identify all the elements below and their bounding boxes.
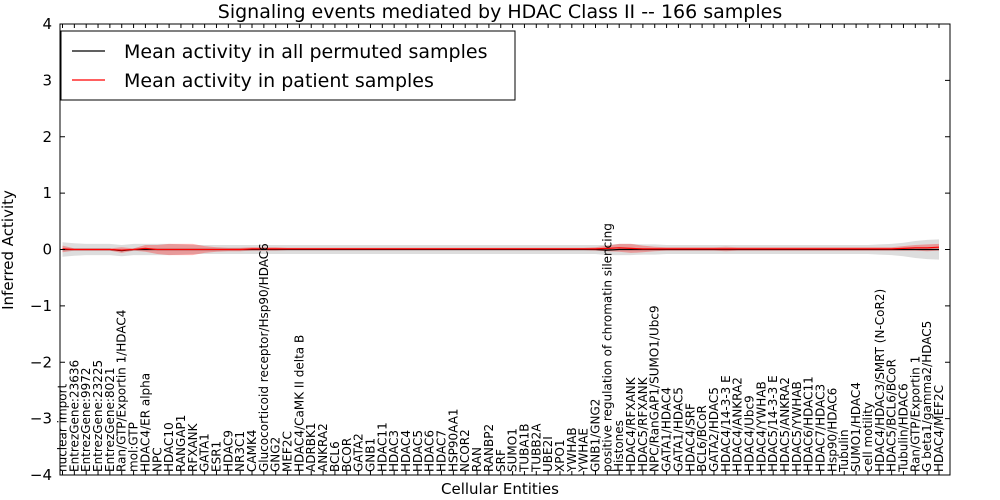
series-line-patient bbox=[62, 246, 940, 251]
x-tick-label: Hsp90/HDAC6 bbox=[825, 388, 839, 472]
y-tick-label: −1 bbox=[30, 297, 52, 315]
legend: Mean activity in all permuted samples Me… bbox=[60, 30, 516, 101]
x-tick-label: XPO1 bbox=[553, 439, 567, 472]
x-tick-label: RANBP2 bbox=[482, 424, 496, 472]
x-tick-label: YWHAB bbox=[565, 427, 579, 473]
x-tick-label: EntrezGene:9972 bbox=[79, 368, 93, 473]
x-tick-label: SUMO1 bbox=[506, 428, 520, 472]
y-tick-label: 2 bbox=[42, 128, 52, 146]
x-tick-label: SRF bbox=[494, 449, 508, 472]
legend-box bbox=[60, 30, 516, 101]
y-tick-label: 4 bbox=[42, 15, 52, 33]
x-tick-label: UBE2I bbox=[541, 436, 555, 472]
legend-label-permuted: Mean activity in all permuted samples bbox=[124, 41, 487, 63]
x-axis-label: Cellular Entities bbox=[441, 480, 559, 498]
x-tick-label: HSP90AA1 bbox=[446, 408, 460, 472]
x-tick-label: RANGAP1 bbox=[174, 415, 188, 472]
x-tick-label: HDAC7 bbox=[435, 430, 449, 472]
x-tick-label: EntrezGene:8021 bbox=[103, 368, 117, 473]
x-tick-label: HDAC6 bbox=[423, 430, 437, 472]
y-tick-label: −3 bbox=[30, 410, 52, 428]
x-tick-label: BCOR bbox=[340, 438, 354, 472]
x-tick-label: HDAC5/RFXANK bbox=[636, 376, 650, 472]
x-tick-label: HDAC4/YWHAB bbox=[754, 381, 768, 472]
x-tick-label: ADRBK1 bbox=[304, 422, 318, 472]
x-tick-label: RFXANK bbox=[186, 422, 200, 472]
x-tick-label: ESR1 bbox=[210, 441, 224, 472]
x-tick-label: NR3C1 bbox=[233, 431, 247, 472]
x-tick-label: BCL6 bbox=[328, 441, 342, 472]
x-tick-label: EntrezGene:23636 bbox=[67, 360, 81, 472]
x-tick-label: HDAC10 bbox=[162, 422, 176, 472]
x-tick-label: HDAC6/HDAC11 bbox=[802, 376, 816, 472]
x-tick-label: HDAC4/RFXANK bbox=[624, 376, 638, 472]
x-tick-label: nuclear import bbox=[56, 383, 70, 472]
x-tick-label: HDAC5/BCL6/BCoR bbox=[885, 359, 899, 472]
x-tick-label: TUBB2A bbox=[529, 423, 543, 473]
x-tick-label: GATA2 bbox=[352, 433, 366, 472]
y-tick-label: 1 bbox=[42, 184, 52, 202]
x-tick-label: EntrezGene:23225 bbox=[91, 360, 105, 472]
x-tick-label: Tubulin/HDAC6 bbox=[897, 383, 911, 473]
x-tick-label: positive regulation of chromatin silenci… bbox=[600, 223, 614, 472]
x-tick-label: RAN bbox=[470, 447, 484, 472]
x-tick-label: HDAC5/ANKRA2 bbox=[778, 377, 792, 472]
x-tick-label: HDAC4/HDAC3/SMRT (N-CoR2) bbox=[873, 289, 887, 472]
x-tick-label: Tubulin bbox=[837, 429, 851, 473]
x-tick-label: TUBA1B bbox=[517, 424, 531, 473]
y-axis-label: Inferred Activity bbox=[0, 190, 17, 310]
x-tick-label: HDAC5 bbox=[411, 430, 425, 472]
x-tick-label: HDAC4 bbox=[399, 430, 413, 472]
x-tick-label: ANKRA2 bbox=[316, 423, 330, 472]
x-tick-label: GATA1/HDAC5 bbox=[671, 387, 685, 472]
x-tick-label: Glucocorticoid receptor/Hsp90/HDAC6 bbox=[257, 243, 271, 472]
y-tick-label: −2 bbox=[30, 353, 52, 371]
x-tick-label: YWHAE bbox=[577, 428, 591, 473]
x-tick-label: MEF2C bbox=[281, 431, 295, 472]
x-tick-label: HDAC5/14-3-3 E bbox=[766, 375, 780, 472]
x-tick-label: BCL6/BCoR bbox=[695, 405, 709, 472]
x-tick-label: HDAC4/MEF2C bbox=[932, 385, 946, 472]
series-lines bbox=[62, 246, 940, 252]
x-tick-label: Ran/GTP/Exportin 1/HDAC4 bbox=[115, 310, 129, 472]
y-tick-label: 0 bbox=[42, 241, 52, 259]
x-tick-label: G beta1/gamma2/HDAC5 bbox=[920, 321, 934, 472]
x-tick-label: GATA2/HDAC5 bbox=[707, 387, 721, 472]
x-tick-label: HDAC5/YWHAB bbox=[790, 381, 804, 472]
x-tick-label: HDAC4/Ubc9 bbox=[743, 395, 757, 472]
x-tick-label: SUMO1/HDAC4 bbox=[849, 382, 863, 472]
x-tick-label: NCOR2 bbox=[458, 429, 472, 472]
x-tick-label: GNG2 bbox=[269, 437, 283, 472]
chart-title: Signaling events mediated by HDAC Class … bbox=[218, 1, 782, 23]
x-tick-label: HDAC9 bbox=[221, 430, 235, 472]
x-tick-label: CAMK4 bbox=[245, 430, 259, 472]
x-tick-label: HDAC4/CaMK II delta B bbox=[292, 335, 306, 472]
x-tick-label: mol:GTP bbox=[127, 422, 141, 472]
x-tick-label: Ran/GTP/Exportin 1 bbox=[908, 356, 922, 472]
legend-label-patient: Mean activity in patient samples bbox=[124, 70, 434, 92]
y-tick-label: −4 bbox=[30, 466, 52, 484]
plot-frame bbox=[59, 23, 951, 476]
x-tick-label: Histones bbox=[612, 420, 626, 472]
y-axis-ticks: −4 −3 −2 −1 0 1 2 3 4 bbox=[30, 15, 950, 484]
x-tick-label: GATA1 bbox=[198, 433, 212, 472]
x-axis-ticks: nuclear importEntrezGene:23636EntrezGene… bbox=[56, 24, 946, 475]
x-tick-label: GNB1 bbox=[364, 438, 378, 472]
x-tick-label: HDAC4/14-3-3 E bbox=[719, 375, 733, 472]
y-tick-label: 3 bbox=[42, 71, 52, 89]
x-tick-label: HDAC4/SRF bbox=[683, 403, 697, 472]
x-tick-label: NPC bbox=[150, 447, 164, 472]
x-tick-label: HDAC3 bbox=[387, 430, 401, 472]
x-tick-label: GATA1/HDAC4 bbox=[660, 387, 674, 472]
x-tick-label: HDAC4/ANKRA2 bbox=[731, 377, 745, 472]
x-tick-label: GNB1/GNG2 bbox=[589, 399, 603, 472]
x-tick-label: HDAC4/ER alpha bbox=[138, 373, 152, 472]
x-tick-label: HDAC11 bbox=[375, 422, 389, 472]
x-tick-label: cell motility bbox=[861, 402, 875, 472]
x-tick-label: HDAC7/HDAC3 bbox=[814, 384, 828, 472]
x-tick-label: NPC/RanGAP1/SUMO1/Ubc9 bbox=[648, 305, 662, 472]
